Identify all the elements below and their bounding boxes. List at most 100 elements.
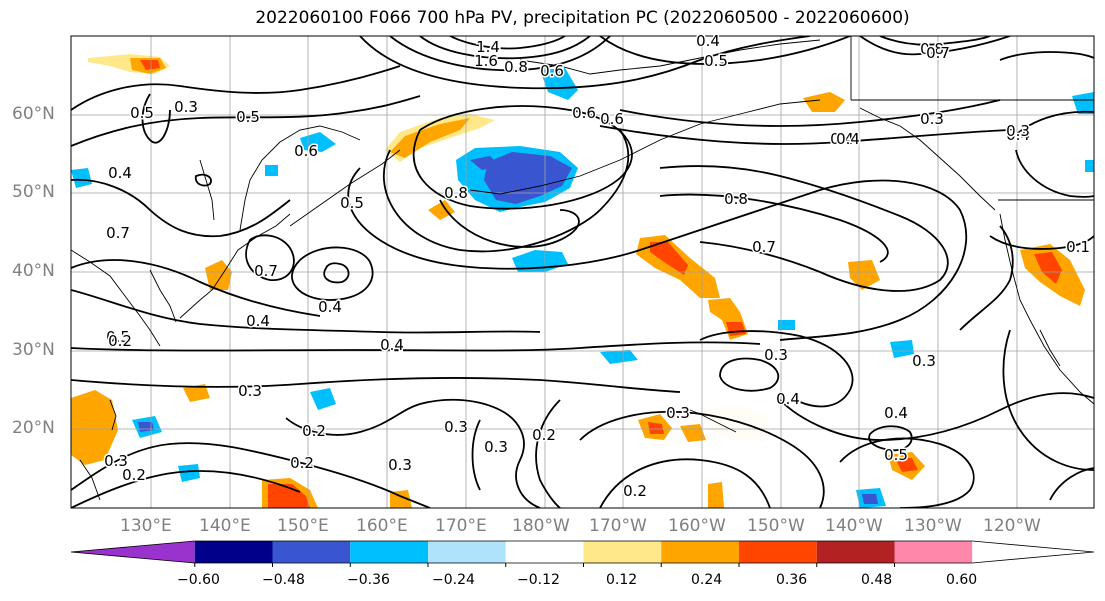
precip-patch: [540, 68, 578, 100]
coastline-taiwan: [109, 399, 117, 431]
precip-negative-shading: [71, 68, 1094, 508]
contour-label: 0.3: [484, 438, 508, 456]
pv-contour: [412, 105, 633, 210]
contour-label: 0.2: [623, 482, 647, 500]
precip-patch: [650, 242, 688, 275]
coastline-kamchatka: [239, 125, 361, 231]
pv-contour: [999, 51, 1094, 61]
pv-contour: [71, 377, 681, 393]
pv-contour: [71, 289, 541, 334]
coastline-baja: [1039, 329, 1061, 367]
coastline-kuril: [289, 149, 401, 227]
coastline-japan: [179, 213, 291, 319]
contour-label: 0.4: [830, 130, 854, 148]
lon-label-150e: 150°E: [277, 516, 329, 536]
colorbar-swatch: [350, 541, 428, 563]
contour-label: 0.7: [106, 224, 130, 242]
pv-contour: [471, 419, 481, 491]
precip-patch: [680, 424, 706, 442]
pv-contour: [382, 129, 630, 253]
colorbar-swatch: [661, 541, 739, 563]
pv-contour: [439, 199, 580, 248]
coastline-canada-border: [850, 36, 1094, 101]
precip-patch: [140, 60, 160, 70]
pv-contour: [389, 36, 611, 72]
lon-label-140w: 140°W: [825, 516, 883, 536]
pv-contour: [879, 36, 991, 46]
precip-patch: [862, 494, 878, 504]
precip-patch: [1085, 160, 1094, 172]
pv-contour: [141, 93, 171, 144]
pv-contour: [579, 410, 825, 508]
precip-patch: [778, 320, 795, 330]
coastline-philippines: [79, 459, 101, 501]
pv-contour: [699, 330, 854, 408]
contour-label: 0.3: [388, 456, 412, 474]
contour-label: 0.3: [912, 352, 936, 370]
lat-label-60n: 60°N: [12, 104, 55, 124]
colorbar-tick-label: −0.12: [517, 572, 560, 588]
graticule: [71, 36, 1094, 508]
coastlines: [71, 36, 1094, 501]
contour-label: 0.3: [174, 98, 198, 116]
pv-contours: [71, 36, 1094, 508]
contour-label: 0.2: [532, 426, 556, 444]
pv-contour: [71, 341, 761, 352]
lon-label-150w: 150°W: [747, 516, 805, 536]
pv-contour: [449, 36, 566, 50]
precip-patch: [71, 390, 118, 465]
contour-label: 0.3: [1006, 122, 1030, 140]
precip-patch: [268, 484, 310, 508]
lon-label-130w: 130°W: [904, 516, 962, 536]
colorbar-tick-label: −0.24: [432, 572, 475, 588]
precip-patch: [138, 422, 154, 432]
contour-label: 0.3: [104, 452, 128, 470]
pv-contour: [868, 425, 913, 452]
pv-contour: [599, 458, 771, 508]
pv-contour: [839, 437, 975, 508]
contour-label: 1.6: [474, 52, 498, 70]
contour-label: 0.8: [444, 184, 468, 202]
lon-label-120w: 120°W: [983, 516, 1041, 536]
colorbar-swatch: [583, 541, 662, 563]
contour-label: 0.2: [290, 454, 314, 472]
contour-label: 0.3: [238, 382, 262, 400]
precip-patch: [708, 482, 724, 508]
pv-contour: [989, 235, 1094, 250]
pv-contour: [1002, 329, 1094, 471]
coastline-alaska: [519, 39, 821, 75]
pv-contour: [1009, 110, 1094, 141]
precip-patch: [803, 92, 845, 112]
precip-patch: [848, 260, 880, 290]
precip-patch: [183, 384, 210, 402]
pv-contour: [1015, 149, 1094, 198]
lon-label-130e: 130°E: [120, 516, 172, 536]
precip-patch: [1034, 252, 1062, 284]
lon-label-170w: 170°W: [589, 516, 647, 536]
contour-label: 0.6: [540, 62, 564, 80]
contour-label: 0.4: [1006, 126, 1030, 144]
precip-patch: [600, 350, 638, 364]
pv-contour: [959, 225, 1014, 331]
contour-label: 0.6: [600, 110, 624, 128]
contour-label: 0.7: [926, 44, 950, 62]
contour-label: 0.4: [380, 336, 404, 354]
precip-patch: [71, 168, 92, 188]
precip-patch: [895, 458, 918, 472]
contour-label: 0.3: [666, 404, 690, 422]
colorbar-tick-label: −0.48: [262, 572, 305, 588]
pv-contour: [599, 36, 851, 65]
colorbar-tick-label: 0.48: [861, 572, 893, 588]
pv-contour: [859, 36, 1011, 56]
contour-label: 0.7: [254, 262, 278, 280]
coastline-korea: [149, 269, 177, 323]
colorbar-tick-label: −0.36: [347, 572, 390, 588]
contour-label: 0.4: [884, 404, 908, 422]
pv-contour: [535, 399, 561, 508]
precip-patch: [890, 340, 914, 358]
lat-label-30n: 30°N: [12, 340, 55, 360]
pv-contour: [323, 262, 350, 284]
lat-label-50n: 50°N: [12, 182, 55, 202]
contour-label: 0.3: [920, 110, 944, 128]
